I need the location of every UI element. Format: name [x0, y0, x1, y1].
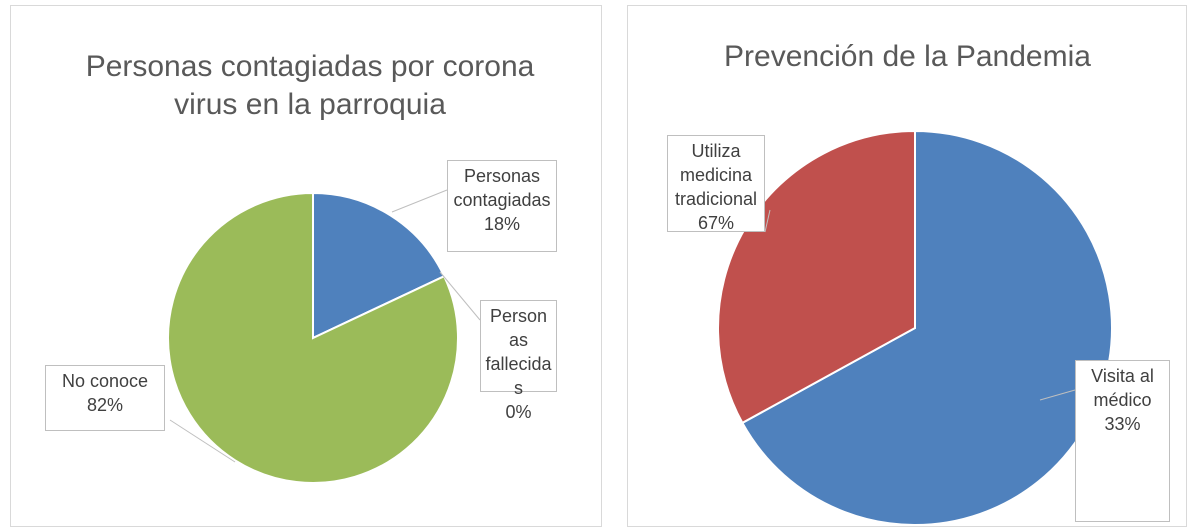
label-category: Visita al médico — [1091, 366, 1154, 410]
data-label: Personas contagiadas 18% — [447, 160, 557, 252]
pie-slice — [167, 191, 459, 484]
data-label: Utiliza medicina tradicional 67% — [667, 135, 765, 233]
label-category: Utiliza medicina tradicional — [674, 141, 758, 209]
chart-title: Personas contagiadas por corona virus en… — [85, 50, 535, 121]
data-label: Visita al médico 33% — [1075, 360, 1170, 522]
pie-slice — [312, 191, 446, 340]
label-value: 82% — [86, 395, 124, 415]
chart-title: Prevención de la Pandemia — [724, 40, 1091, 73]
label-category: Personas fallecidas — [485, 306, 552, 398]
leader-line — [169, 419, 236, 463]
chart-frame — [627, 5, 1187, 527]
leader-line — [391, 189, 448, 213]
label-value: 0% — [505, 402, 532, 422]
label-value: 18% — [483, 214, 521, 234]
chart-frame — [10, 5, 602, 527]
label-category: No conoce — [61, 371, 149, 391]
leader-line — [764, 209, 771, 233]
leader-line — [439, 271, 481, 321]
label-value: 33% — [1104, 414, 1141, 434]
label-category: Personas contagiadas — [453, 166, 551, 210]
label-value: 67% — [697, 213, 735, 233]
data-label: Personas fallecidas 0% — [480, 300, 557, 422]
leader-line — [1039, 389, 1076, 401]
data-label: No conoce 82% — [45, 365, 165, 431]
